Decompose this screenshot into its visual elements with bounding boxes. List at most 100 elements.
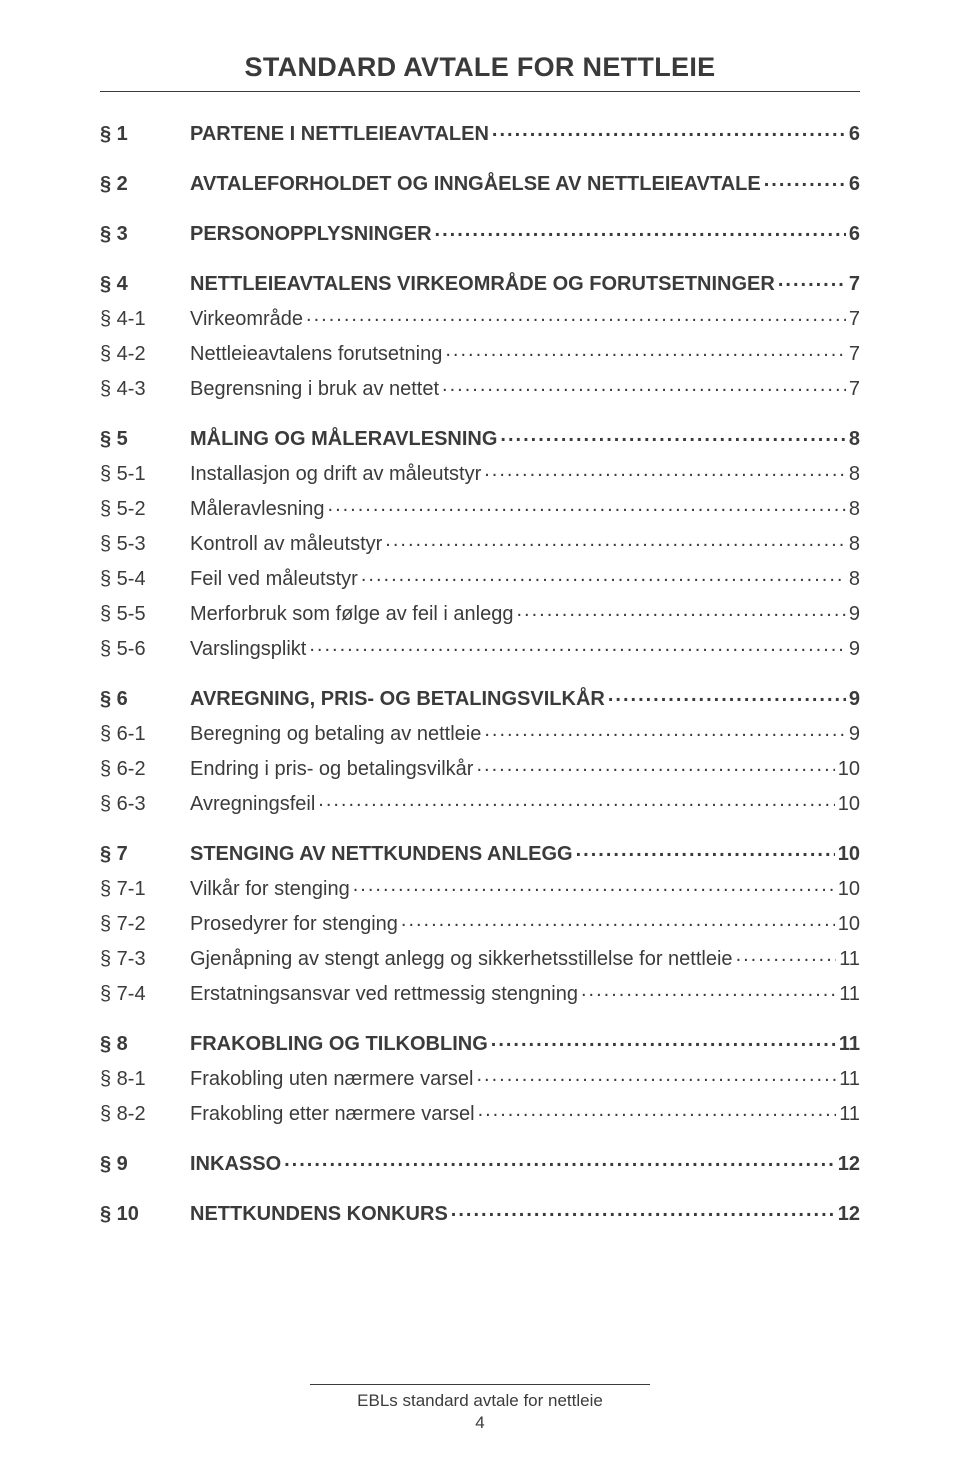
- toc-page-number: 8: [849, 429, 860, 449]
- toc-page-number: 7: [849, 379, 860, 399]
- title-rule: [100, 91, 860, 92]
- toc-leader-dots: [476, 755, 834, 775]
- toc-section-label: AVREGNING, PRIS- OG BETALINGSVILKÅR: [190, 689, 605, 709]
- toc-section-number: § 4-2: [100, 344, 190, 364]
- toc-page-number: 6: [849, 124, 860, 144]
- toc-section-number: § 7: [100, 844, 190, 864]
- toc-section-number: § 9: [100, 1154, 190, 1174]
- toc-section-label: Virkeområde: [190, 309, 303, 329]
- toc-section-number: § 5-4: [100, 569, 190, 589]
- toc-section-label: Kontroll av måleutstyr: [190, 534, 382, 554]
- toc-page-number: 10: [838, 759, 860, 779]
- toc-page-number: 11: [839, 1104, 860, 1124]
- toc-row: § 5-5Merforbruk som følge av feil i anle…: [100, 600, 860, 624]
- toc-section-label: NETTKUNDENS KONKURS: [190, 1204, 448, 1224]
- toc-section-label: PARTENE I NETTLEIEAVTALEN: [190, 124, 489, 144]
- toc-page-number: 11: [839, 1069, 860, 1089]
- toc-section-label: INKASSO: [190, 1154, 281, 1174]
- toc-section-number: § 6: [100, 689, 190, 709]
- toc-leader-dots: [445, 340, 846, 360]
- toc-section-number: § 6-3: [100, 794, 190, 814]
- toc-leader-dots: [385, 530, 846, 550]
- toc-section-number: § 7-3: [100, 949, 190, 969]
- toc-leader-dots: [764, 170, 846, 190]
- toc-section-number: § 10: [100, 1204, 190, 1224]
- toc-section-label: Endring i pris- og betalingsvilkår: [190, 759, 473, 779]
- toc-section-number: § 2: [100, 174, 190, 194]
- toc-page-number: 12: [838, 1204, 860, 1224]
- toc-section-number: § 5-1: [100, 464, 190, 484]
- toc-section-label: FRAKOBLING OG TILKOBLING: [190, 1034, 488, 1054]
- toc-section-number: § 4-3: [100, 379, 190, 399]
- toc-page-number: 7: [849, 344, 860, 364]
- toc-row: § 8-1Frakobling uten nærmere varsel11: [100, 1065, 860, 1089]
- toc-leader-dots: [361, 565, 846, 585]
- toc-leader-dots: [478, 1100, 837, 1120]
- toc-row: § 1PARTENE I NETTLEIEAVTALEN 6: [100, 120, 860, 144]
- toc-row: § 8FRAKOBLING OG TILKOBLING11: [100, 1030, 860, 1054]
- toc-page-number: 7: [849, 274, 860, 294]
- toc-section-label: Varslingsplikt: [190, 639, 306, 659]
- toc-section-label: Måleravlesning: [190, 499, 325, 519]
- toc-section-label: Avregningsfeil: [190, 794, 315, 814]
- toc-section-number: § 5-3: [100, 534, 190, 554]
- page-footer: EBLs standard avtale for nettleie 4: [0, 1384, 960, 1433]
- toc-row: § 3PERSONOPPLYSNINGER6: [100, 220, 860, 244]
- toc-row: § 5-2Måleravlesning8: [100, 495, 860, 519]
- toc-section-number: § 5-5: [100, 604, 190, 624]
- toc-row: § 8-2Frakobling etter nærmere varsel11: [100, 1100, 860, 1124]
- footer-page-number: 4: [0, 1413, 960, 1433]
- toc-leader-dots: [491, 1030, 836, 1050]
- toc-leader-dots: [328, 495, 846, 515]
- toc-section-label: Gjenåpning av stengt anlegg og sikkerhet…: [190, 949, 733, 969]
- toc-section-label: NETTLEIEAVTALENS VIRKEOMRÅDE OG FORUTSET…: [190, 274, 775, 294]
- toc-page-number: 8: [849, 569, 860, 589]
- toc-section-number: § 4: [100, 274, 190, 294]
- toc-row: § 5MÅLING OG MÅLERAVLESNING8: [100, 425, 860, 449]
- toc-row: § 5-4Feil ved måleutstyr 8: [100, 565, 860, 589]
- toc-row: § 4NETTLEIEAVTALENS VIRKEOMRÅDE OG FORUT…: [100, 270, 860, 294]
- toc-section-label: Feil ved måleutstyr: [190, 569, 358, 589]
- toc-row: § 4-3Begrensning i bruk av nettet 7: [100, 375, 860, 399]
- toc-section-number: § 5-6: [100, 639, 190, 659]
- toc-section-label: Frakobling etter nærmere varsel: [190, 1104, 475, 1124]
- toc-section-number: § 1: [100, 124, 190, 144]
- toc-section-number: § 7-4: [100, 984, 190, 1004]
- toc-section-number: § 6-1: [100, 724, 190, 744]
- toc-page-number: 11: [839, 1034, 860, 1054]
- toc-row: § 9INKASSO 12: [100, 1150, 860, 1174]
- toc-row: § 2AVTALEFORHOLDET OG INNGÅELSE AV NETTL…: [100, 170, 860, 194]
- toc-row: § 7STENGING AV NETTKUNDENS ANLEGG10: [100, 840, 860, 864]
- toc-page-number: 11: [839, 949, 860, 969]
- toc-page-number: 8: [849, 534, 860, 554]
- toc-section-number: § 3: [100, 224, 190, 244]
- toc-page-number: 10: [838, 914, 860, 934]
- toc-page-number: 10: [838, 844, 860, 864]
- toc-page-number: 8: [849, 464, 860, 484]
- toc-leader-dots: [284, 1150, 835, 1170]
- toc-row: § 7-1Vilkår for stenging10: [100, 875, 860, 899]
- toc-section-label: Installasjon og drift av måleutstyr: [190, 464, 481, 484]
- toc-leader-dots: [576, 840, 835, 860]
- toc-leader-dots: [309, 635, 846, 655]
- toc-leader-dots: [492, 120, 846, 140]
- toc-row: § 4-2Nettleieavtalens forutsetning7: [100, 340, 860, 364]
- toc-section-label: MÅLING OG MÅLERAVLESNING: [190, 429, 497, 449]
- toc-section-label: Begrensning i bruk av nettet: [190, 379, 439, 399]
- toc-leader-dots: [435, 220, 846, 240]
- toc-section-label: Beregning og betaling av nettleie: [190, 724, 481, 744]
- toc-section-label: AVTALEFORHOLDET OG INNGÅELSE AV NETTLEIE…: [190, 174, 761, 194]
- toc-page-number: 7: [849, 309, 860, 329]
- toc-row: § 4-1Virkeområde7: [100, 305, 860, 329]
- toc-page-number: 9: [849, 689, 860, 709]
- toc-page-number: 9: [849, 639, 860, 659]
- toc-page-number: 12: [838, 1154, 860, 1174]
- page: STANDARD AVTALE FOR NETTLEIE § 1PARTENE …: [0, 0, 960, 1467]
- toc-row: § 6AVREGNING, PRIS- OG BETALINGSVILKÅR 9: [100, 685, 860, 709]
- toc-leader-dots: [736, 945, 837, 965]
- toc-row: § 7-4Erstatningsansvar ved rettmessig st…: [100, 980, 860, 1004]
- toc-section-label: Erstatningsansvar ved rettmessig stengni…: [190, 984, 578, 1004]
- toc-leader-dots: [353, 875, 835, 895]
- toc-section-label: Vilkår for stenging: [190, 879, 350, 899]
- toc-row: § 10NETTKUNDENS KONKURS 12: [100, 1200, 860, 1224]
